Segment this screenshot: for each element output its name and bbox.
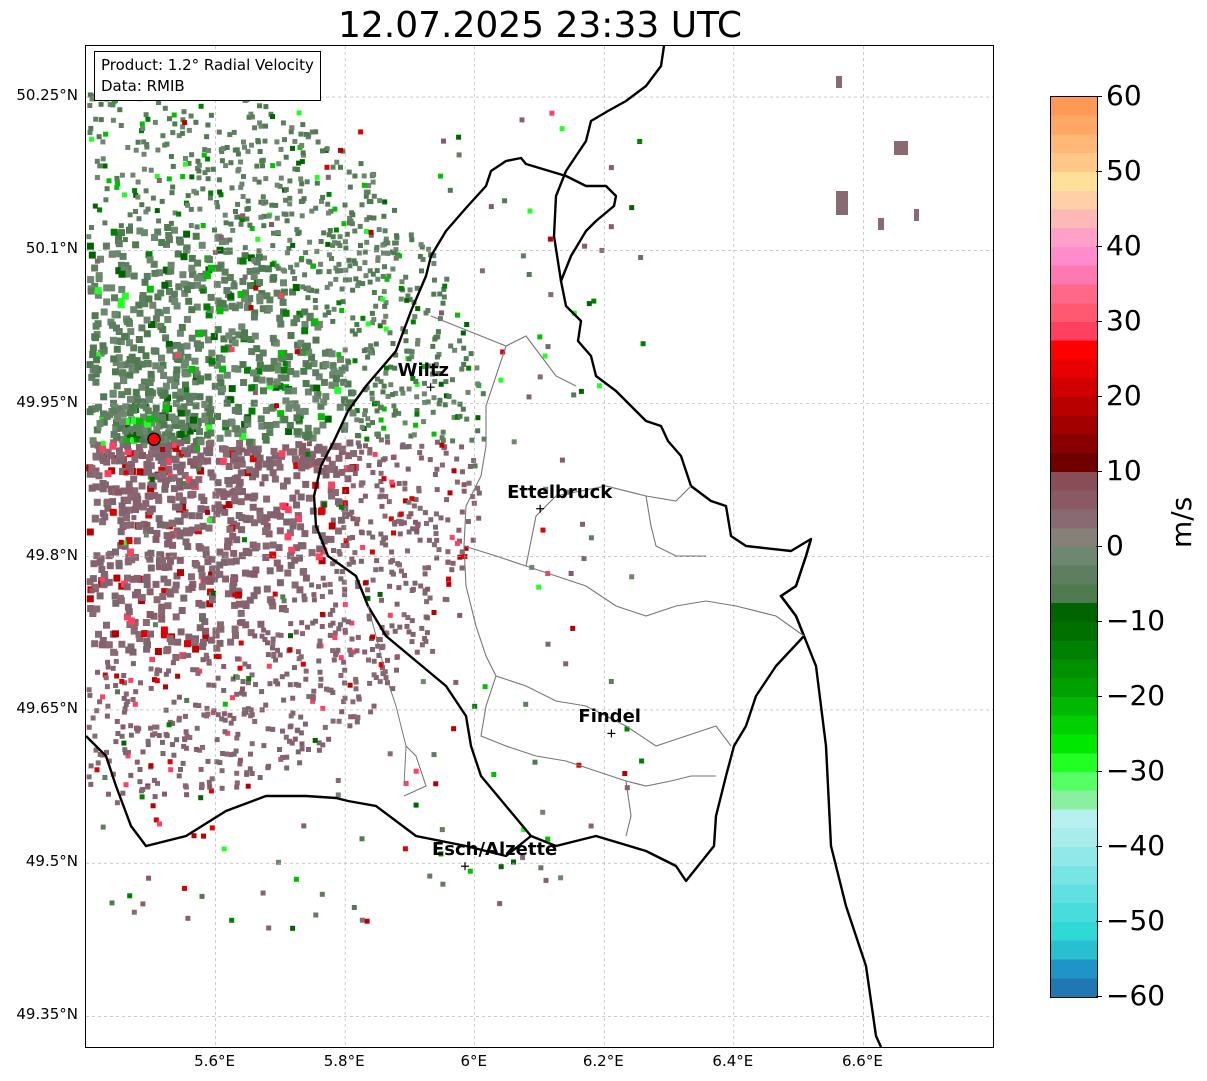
colorbar-tick-label: 50	[1106, 154, 1142, 187]
colorbar-tick-label: 40	[1106, 229, 1142, 262]
colorbar-tick-mark	[1096, 996, 1102, 997]
colorbar-tick-mark	[1096, 246, 1102, 247]
data-source-label: Data: RMIB	[101, 77, 185, 95]
colorbar-tick-label: −60	[1106, 979, 1166, 1012]
map-panel[interactable]	[85, 45, 994, 1048]
city-marker	[607, 729, 616, 738]
city-label: Esch/Alzette	[431, 839, 558, 861]
lon-tick-label: 5.6°E	[194, 1052, 235, 1070]
borders	[86, 46, 883, 1047]
colorbar	[1050, 96, 1098, 998]
colorbar-tick-label: −10	[1106, 604, 1166, 637]
lat-tick-label: 49.8°N	[25, 545, 78, 564]
product-info-box: Product: 1.2° Radial Velocity Data: RMIB	[94, 51, 321, 101]
colorbar-tick-label: −50	[1106, 904, 1166, 937]
lat-tick-label: 49.35°N	[16, 1005, 78, 1024]
radar-map[interactable]	[86, 46, 993, 1047]
colorbar-tick-mark	[1096, 846, 1102, 847]
lat-tick-label: 50.25°N	[16, 86, 78, 105]
city-label: Wiltz	[397, 360, 449, 382]
lon-tick-label: 6.4°E	[712, 1052, 754, 1070]
lon-tick-label: 6°E	[460, 1052, 487, 1070]
colorbar-tick-mark	[1096, 696, 1102, 697]
colorbar-tick-mark	[1096, 921, 1102, 922]
product-label: Product: 1.2° Radial Velocity	[101, 56, 314, 74]
colorbar-tick-mark	[1096, 321, 1102, 322]
city-marker	[426, 383, 435, 392]
lat-tick-label: 49.5°N	[25, 852, 78, 871]
city-marker	[460, 862, 469, 871]
lon-tick-label: 5.8°E	[323, 1052, 365, 1070]
colorbar-unit: m/s	[1165, 496, 1198, 548]
colorbar-tick-label: 10	[1106, 454, 1142, 487]
lat-tick-label: 49.95°N	[16, 392, 78, 411]
colorbar-tick-mark	[1096, 621, 1102, 622]
colorbar-tick-label: −40	[1106, 829, 1166, 862]
markers	[147, 383, 616, 871]
lon-tick-label: 6.2°E	[582, 1052, 624, 1070]
colorbar-tick-mark	[1096, 96, 1102, 97]
city-label: Findel	[578, 706, 641, 728]
colorbar-tick-label: 20	[1106, 379, 1142, 412]
colorbar-tick-mark	[1096, 471, 1102, 472]
colorbar-tick-mark	[1096, 396, 1102, 397]
colorbar-tick-label: −30	[1106, 754, 1166, 787]
lon-tick-label: 6.6°E	[842, 1052, 883, 1070]
colorbar-tick-mark	[1096, 171, 1102, 172]
colorbar-tick-mark	[1096, 546, 1102, 547]
radar-site-marker	[147, 432, 161, 446]
radar-echoes	[86, 76, 919, 931]
chart-title: 12.07.2025 23:33 UTC	[337, 5, 743, 46]
lat-tick-label: 50.1°N	[25, 239, 78, 258]
colorbar-tick-label: 60	[1106, 79, 1142, 112]
colorbar-tick-mark	[1096, 771, 1102, 772]
colorbar-tick-label: 30	[1106, 304, 1142, 337]
lat-tick-label: 49.65°N	[16, 698, 78, 717]
colorbar-tick-label: 0	[1106, 529, 1124, 562]
graticule	[86, 46, 993, 1047]
colorbar-tick-label: −20	[1106, 679, 1166, 712]
city-label: Ettelbruck	[507, 481, 613, 503]
city-marker	[536, 504, 545, 513]
